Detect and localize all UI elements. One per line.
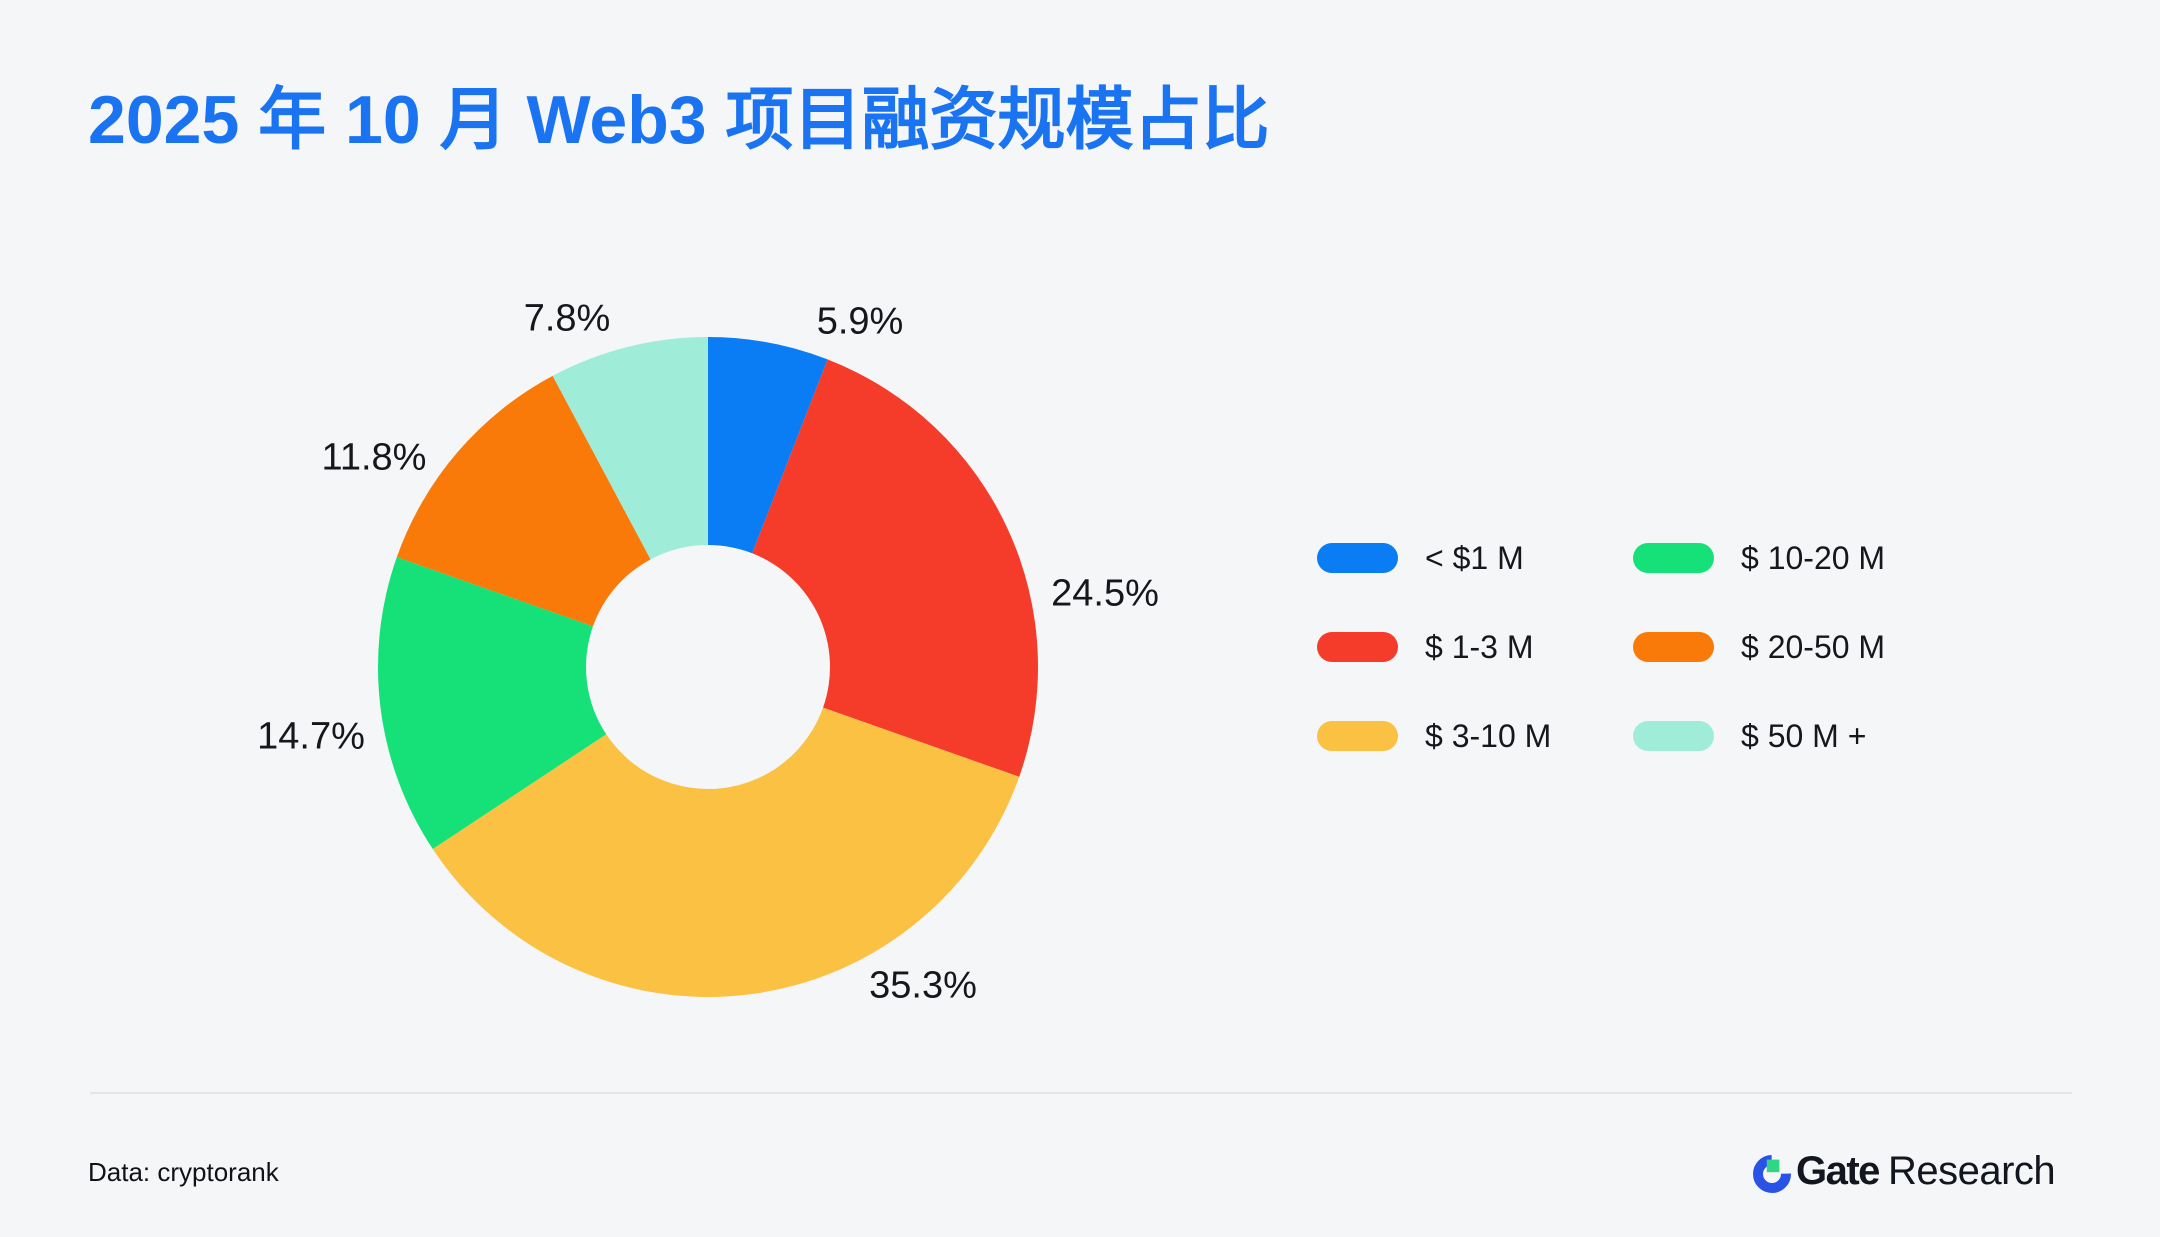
- percent-label: 24.5%: [1051, 572, 1159, 615]
- legend-label: $ 1-3 M: [1425, 629, 1534, 665]
- data-source-label: Data: cryptorank: [88, 1157, 279, 1187]
- legend-item: $ 1-3 M: [1317, 629, 1534, 665]
- percent-label: 7.8%: [523, 297, 611, 340]
- donut-slice-1: [708, 337, 828, 554]
- donut-slice-2: [752, 359, 1038, 777]
- donut-slice-3: [432, 707, 1020, 997]
- legend-swatch: [1633, 543, 1714, 573]
- brand-name-bold: Gate: [1796, 1148, 1880, 1193]
- legend-item: $ 20-50 M: [1633, 629, 1886, 665]
- percent-label: 11.8%: [321, 436, 427, 479]
- gate-square: [1766, 1159, 1780, 1173]
- legend-swatch: [1317, 721, 1398, 751]
- legend-item: $ 50 M +: [1633, 718, 1867, 754]
- legend-swatch: [1317, 632, 1398, 662]
- legend-label: $ 20-50 M: [1741, 629, 1886, 665]
- legend-swatch: [1633, 721, 1714, 751]
- legend-label: $ 10-20 M: [1741, 540, 1886, 576]
- legend-label: < $1 M: [1425, 540, 1524, 576]
- page-title: 2025 年 10 月 Web3 项目融资规模占比: [88, 82, 1270, 158]
- legend-item: $ 10-20 M: [1633, 540, 1886, 576]
- legend-item: < $1 M: [1317, 540, 1524, 576]
- gate-logo-icon: [1753, 1155, 1791, 1193]
- donut-slice-4: [378, 557, 607, 850]
- percent-label: 14.7%: [257, 715, 365, 758]
- legend-swatch: [1633, 632, 1714, 662]
- donut-svg: [378, 337, 1038, 997]
- legend-item: $ 3-10 M: [1317, 718, 1552, 754]
- percent-label: 35.3%: [869, 964, 977, 1007]
- footer-divider: [90, 1092, 2072, 1094]
- legend-label: $ 50 M +: [1741, 718, 1867, 754]
- donut-slice-6: [552, 337, 708, 560]
- legend-swatch: [1317, 543, 1398, 573]
- percent-label: 5.9%: [816, 300, 904, 343]
- legend-label: $ 3-10 M: [1425, 718, 1552, 754]
- brand-logo: Gate Research: [1752, 1146, 2056, 1196]
- brand-name-regular: Research: [1887, 1148, 2056, 1193]
- donut-slice-5: [396, 375, 651, 627]
- legend: < $1 M $ 1-3 M $ 3-10 M $ 10-20 M $ 20-50 M $…: [1317, 540, 2077, 773]
